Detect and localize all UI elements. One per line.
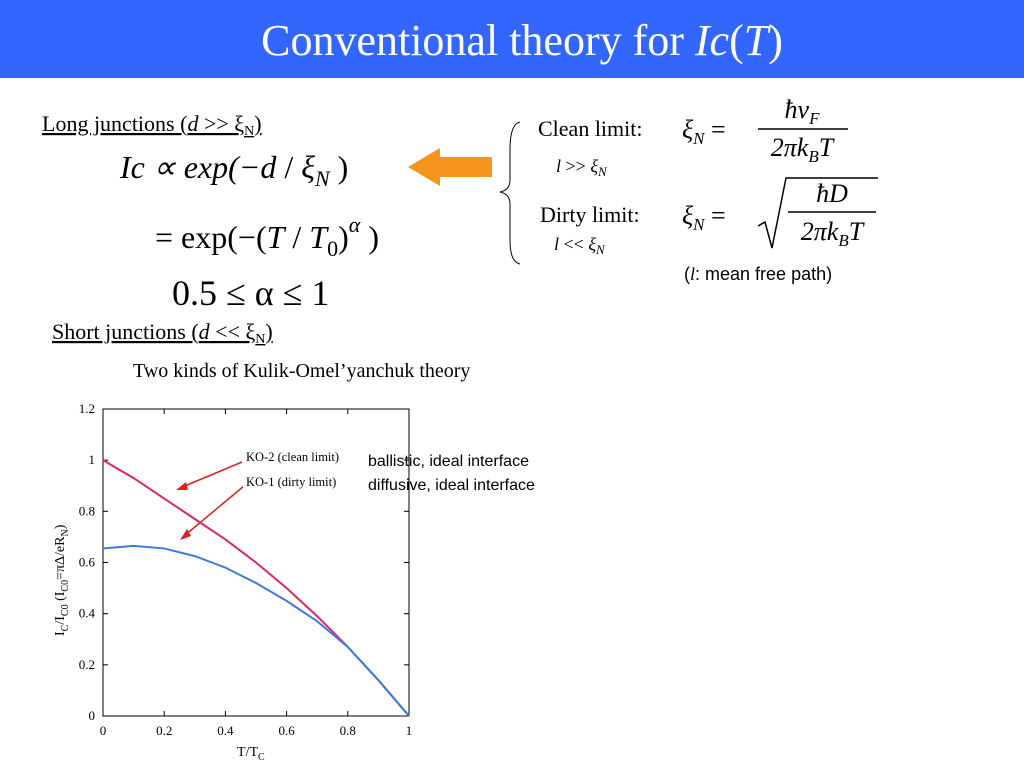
clean-label: Clean limit: [538, 116, 643, 141]
arrowhead [180, 529, 191, 540]
x-tick-label: 1 [406, 723, 413, 738]
x-axis-label: T/TC [237, 745, 265, 763]
formula: ξN = [682, 115, 726, 148]
sqrt [757, 177, 878, 249]
label-part: I [53, 631, 68, 636]
line [102, 459, 410, 717]
short-heading: Short junctions (d << ξN) [52, 319, 273, 347]
numerator: ħD [816, 179, 848, 208]
title: Conventional theory for Ic(T) [261, 16, 783, 65]
long-heading: Long junctions (d >> ξN) [42, 111, 262, 139]
label-part: N [60, 529, 71, 536]
label-part: ) [53, 524, 68, 529]
equation: = exp(−(T / T0)α ) [155, 212, 379, 261]
label-part: C [258, 752, 265, 763]
label-part: T/T [237, 745, 258, 760]
equation: 0.5 ≤ α ≤ 1 [172, 273, 329, 313]
label-box [243, 472, 358, 489]
subtitle: Two kinds of Kulik-Omel’yanchuk theory [133, 360, 470, 382]
y-tick-label: 0.6 [79, 555, 96, 570]
formula: ξN = [682, 201, 726, 234]
label-part: =πΔ/eR [53, 536, 68, 580]
annotation-arrow [179, 461, 243, 489]
line [102, 544, 410, 717]
denominator: 2πkBT [801, 217, 865, 250]
y-tick-label: 0.2 [79, 657, 95, 672]
x-tick-label: 0.4 [217, 723, 234, 738]
x-tick-label: 0.2 [156, 723, 172, 738]
title-bar [0, 0, 1024, 78]
label-part: C0 [60, 604, 71, 616]
label-box [243, 447, 358, 464]
series-label: KO-2 (clean limit) [246, 450, 339, 464]
y-tick-label: 1 [89, 452, 96, 467]
arrowhead [176, 482, 188, 490]
annotation-arrow [183, 485, 245, 537]
dirty-label: Dirty limit: [540, 202, 640, 227]
y-tick-label: 0.4 [79, 606, 96, 621]
annotation: ballistic, ideal interface [368, 453, 529, 470]
x-tick-label: 0.6 [278, 723, 295, 738]
label-part: (I [53, 591, 68, 604]
condition: l >> ξN [556, 156, 608, 179]
condition: l << ξN [554, 234, 606, 257]
label-part: C0 [60, 580, 71, 592]
denominator: 2πkBT [771, 133, 835, 166]
y-tick-label: 1.2 [79, 401, 95, 416]
brace [499, 121, 521, 265]
label-part: C [60, 624, 71, 631]
y-tick-label: 0 [89, 708, 96, 723]
series-label: KO-1 (dirty limit) [246, 475, 336, 489]
numerator: ħvF [785, 95, 821, 128]
chart: 0 0.2 0.4 0.6 0.8 100.20.40.60.811.2T/TCIC/IC… [53, 401, 535, 763]
note: (l: mean free path) [684, 264, 832, 284]
y-axis-label: IC/IC0 (IC0=πΔ/eRN) [53, 524, 71, 636]
x-tick-label: 0.8 [340, 723, 356, 738]
arrow [408, 148, 492, 186]
y-tick-label: 0.8 [79, 503, 95, 518]
annotation: diffusive, ideal interface [368, 477, 535, 494]
label-part: /I [53, 616, 68, 625]
x-tick-label: 0 [100, 723, 107, 738]
equation: Ic ∝ exp(−d / ξN ) [119, 149, 348, 191]
